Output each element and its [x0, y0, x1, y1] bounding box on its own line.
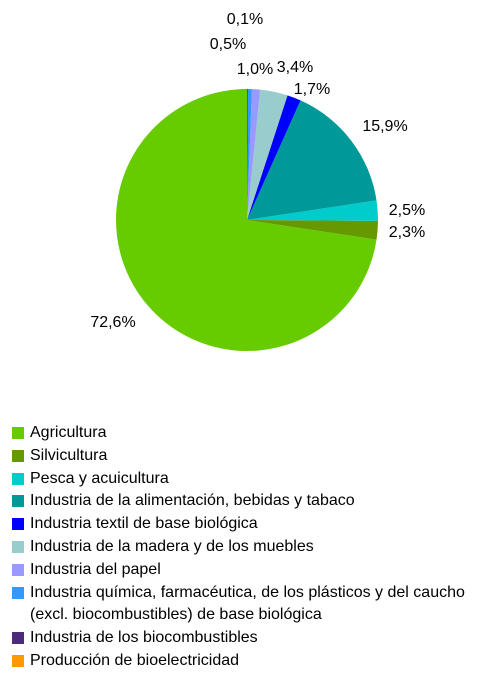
- pie-slice: [247, 89, 261, 220]
- legend-item: Industria textil de base biológica: [12, 513, 490, 536]
- legend-item: Agricultura: [12, 422, 490, 445]
- data-label: 2,5%: [389, 202, 425, 219]
- data-label: 0,1%: [227, 11, 263, 28]
- legend-label: Industria del papel: [30, 560, 161, 578]
- legend-item: Pesca y acuicultura: [12, 468, 490, 491]
- data-label: 1,7%: [294, 81, 330, 98]
- legend-label: Industria química, farmacéutica, de los …: [30, 583, 465, 624]
- legend-label: Industria de los biocombustibles: [30, 629, 258, 647]
- legend-label: Industria de la madera y de los muebles: [30, 537, 314, 555]
- legend-item: Producción de bioelectricidad: [12, 650, 490, 673]
- data-label: 1,0%: [237, 61, 273, 78]
- legend-swatch: [12, 472, 24, 485]
- legend-item: Industria de los biocombustibles: [12, 627, 490, 650]
- legend-label: Industria de la alimentación, bebidas y …: [30, 492, 355, 510]
- data-label: 0,5%: [210, 36, 246, 53]
- legend-swatch: [12, 540, 24, 553]
- pie-slice: [247, 95, 301, 220]
- data-label: 72,6%: [90, 314, 135, 331]
- legend-label: Producción de bioelectricidad: [30, 651, 240, 669]
- legend-item: Silvicultura: [12, 445, 490, 468]
- data-label: 3,4%: [277, 59, 313, 76]
- pie-slice: [115, 89, 377, 351]
- legend-swatch: [12, 586, 24, 599]
- pie-area: 72,6% 2,3% 2,5% 15,9% 1,7% 3,4%1,0% 0,5% 0,1%: [90, 11, 425, 351]
- data-label: 2,3%: [389, 224, 425, 241]
- legend: Agricultura Silvicultura Pesca y acuicultu…: [12, 422, 490, 673]
- legend-swatch: [12, 518, 24, 531]
- pie-slice: [247, 220, 378, 240]
- pie-slice: [247, 89, 288, 221]
- legend-label: Agricultura: [30, 424, 107, 441]
- legend-label: Industria textil de base biológica: [30, 515, 258, 533]
- pie-slice: [247, 200, 378, 221]
- pie-slice: [247, 100, 377, 220]
- legend-item: Industria del papel: [12, 559, 490, 582]
- legend-swatch: [12, 449, 24, 462]
- legend-label: Silvicultura: [30, 446, 108, 464]
- legend-swatch: [12, 495, 24, 508]
- legend-label: Pesca y acuicultura: [30, 469, 169, 487]
- legend-item: Industria de la alimentación, bebidas y …: [12, 490, 490, 513]
- data-label: 15,9%: [362, 118, 407, 135]
- legend-swatch: [12, 632, 24, 645]
- legend-item: Industria química, farmacéutica, de los …: [12, 582, 490, 628]
- legend-swatch: [12, 654, 24, 667]
- legend-item: Industria de la madera y de los muebles: [12, 536, 490, 559]
- legend-swatch: [12, 563, 24, 576]
- pie-slice: [247, 89, 252, 220]
- pie-slice: [247, 89, 248, 220]
- legend-swatch: [12, 427, 24, 439]
